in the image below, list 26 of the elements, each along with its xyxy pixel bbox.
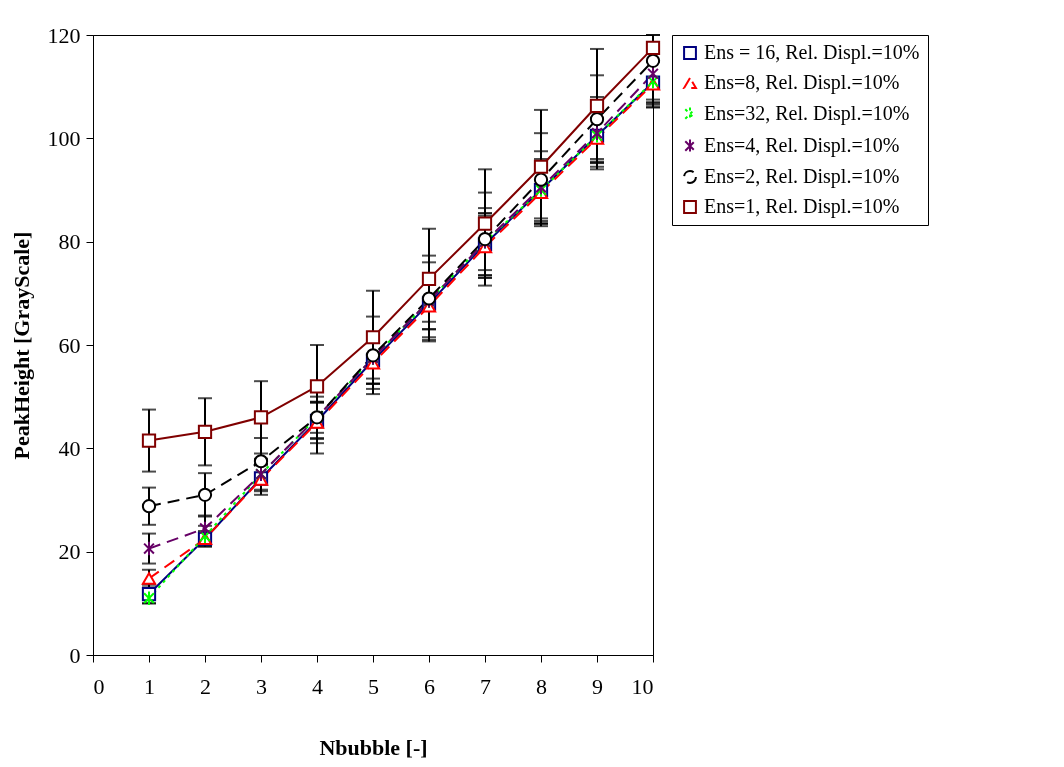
x-tick-label: 10: [631, 673, 654, 699]
legend-label: Ens=4, Rel. Displ.=10%: [704, 134, 900, 157]
x-tick-label: 3: [256, 673, 267, 699]
x-tick-label: 7: [480, 673, 491, 699]
y-tick-label: 120: [47, 22, 81, 48]
y-tick-label: 100: [47, 125, 81, 151]
x-tick-label: 2: [200, 673, 211, 699]
y-tick-label: 0: [69, 642, 81, 668]
x-axis-title: Nbubble [-]: [319, 734, 428, 760]
legend-label: Ens=2, Rel. Displ.=10%: [704, 165, 900, 188]
y-tick-label: 20: [58, 539, 81, 565]
y-tick-label: 40: [58, 435, 81, 461]
x-tick-label: 5: [368, 673, 379, 699]
x-tick-label: 9: [592, 673, 603, 699]
x-tick-label: 0: [93, 673, 105, 699]
x-tick-label: 4: [312, 673, 323, 699]
y-axis-title: PeakHeight [GrayScale]: [8, 231, 34, 460]
legend-label: Ens=32, Rel. Displ.=10%: [704, 102, 910, 125]
legend-label: Ens=1, Rel. Displ.=10%: [704, 195, 900, 218]
y-tick-label: 80: [58, 229, 81, 255]
x-tick-label: 1: [144, 673, 155, 699]
legend-label: Ens=8, Rel. Displ.=10%: [704, 71, 900, 94]
x-tick-label: 6: [424, 673, 435, 699]
legend-label: Ens = 16, Rel. Displ.=10%: [704, 41, 920, 64]
y-tick-label: 60: [58, 332, 81, 358]
x-tick-label: 8: [536, 673, 547, 699]
